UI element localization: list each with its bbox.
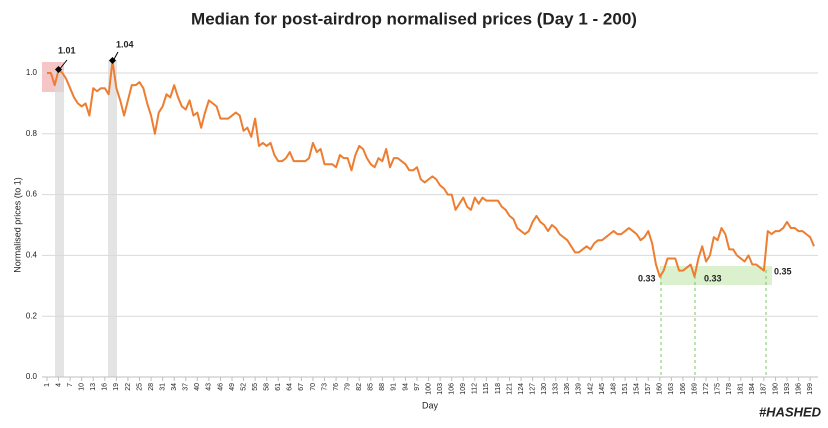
x-tick-label: 43: [206, 383, 213, 391]
x-tick-label: 79: [344, 383, 351, 391]
x-tick-label: 34: [171, 383, 178, 391]
x-tick-label: 130: [541, 383, 548, 395]
x-tick-label: 136: [564, 383, 571, 395]
y-tick-label: 0.4: [26, 251, 38, 260]
annotation: 1.04: [116, 39, 134, 49]
line-series: [47, 59, 815, 278]
x-tick-label: 37: [183, 383, 190, 391]
x-tick-label: 4: [55, 383, 62, 387]
x-tick-label: 64: [287, 383, 294, 391]
x-tick-label: 55: [252, 383, 259, 391]
x-tick-label: 121: [506, 383, 513, 395]
x-tick-label: 40: [194, 383, 201, 391]
x-tick-label: 184: [749, 383, 756, 395]
x-tick-label: 115: [483, 383, 490, 394]
x-tick-label: 85: [368, 383, 375, 391]
x-tick-label: 181: [738, 383, 745, 395]
x-tick-label: 175: [714, 383, 721, 395]
annotation: 0.33: [638, 273, 656, 283]
x-tick-label: 178: [726, 383, 733, 395]
y-tick-label: 1.0: [26, 68, 38, 77]
x-tick-label: 109: [460, 383, 467, 395]
x-tick-label: 106: [449, 383, 456, 395]
y-tick-label: 0.0: [26, 372, 38, 381]
x-tick-label: 127: [529, 383, 536, 395]
x-tick-label: 139: [576, 383, 583, 395]
annotation: 0.35: [774, 266, 792, 276]
x-tick-label: 16: [102, 383, 109, 391]
x-tick-label: 52: [240, 383, 247, 391]
x-tick-label: 151: [622, 383, 629, 395]
y-axis-label: Normalised prices (to 1): [12, 177, 22, 273]
x-tick-label: 46: [217, 383, 224, 391]
x-tick-label: 28: [148, 383, 155, 391]
x-tick-label: 100: [425, 383, 432, 395]
x-tick-label: 187: [761, 383, 768, 395]
x-tick-label: 199: [807, 383, 814, 395]
x-tick-label: 190: [772, 383, 779, 395]
y-tick-label: 0.6: [26, 190, 38, 199]
x-tick-label: 94: [402, 383, 409, 391]
highlight-bar: [55, 70, 64, 377]
x-tick-label: 91: [391, 383, 398, 391]
x-tick-label: 10: [79, 383, 86, 391]
x-tick-label: 142: [587, 383, 594, 395]
annotation: 1.01: [58, 45, 76, 55]
highlights: [42, 60, 772, 377]
x-tick-label: 196: [795, 383, 802, 395]
x-tick-label: 31: [159, 383, 166, 391]
x-tick-label: 58: [264, 383, 271, 391]
x-tick-label: 160: [657, 383, 664, 395]
chart-title: Median for post-airdrop normalised price…: [191, 9, 637, 28]
highlight-box: [660, 266, 772, 285]
annotation: 0.33: [704, 273, 722, 283]
x-tick-label: 145: [599, 383, 606, 395]
x-tick-label: 67: [298, 383, 305, 391]
x-tick-label: 70: [310, 383, 317, 391]
x-tick-label: 76: [333, 383, 340, 391]
x-tick-label: 61: [275, 383, 282, 391]
x-axis-label: Day: [422, 400, 439, 410]
x-tick-label: 7: [67, 383, 74, 387]
x-tick-label: 25: [136, 383, 143, 391]
x-tick-label: 13: [90, 383, 97, 391]
x-tick-label: 148: [610, 383, 617, 395]
plot-area: 0.0 0.2 0.4 0.6 0.8 1.0 1 4 7 10 13 16 19 22 25 28 31 34 3…: [26, 59, 818, 395]
x-tick-label: 166: [680, 383, 687, 395]
x-tick-label: 193: [784, 383, 791, 395]
x-tick-label: 124: [518, 383, 525, 395]
x-tick-label: 1: [44, 383, 51, 387]
x-tick-label: 22: [125, 383, 132, 391]
x-tick-label: 157: [645, 383, 652, 395]
highlight-bar: [108, 60, 117, 377]
watermark: #HASHED: [759, 404, 822, 419]
x-tick-label: 112: [472, 383, 479, 394]
x-tick-label: 49: [229, 383, 236, 391]
x-tick-label: 82: [356, 383, 363, 391]
x-tick-label: 73: [321, 383, 328, 391]
x-tick-label: 103: [437, 383, 444, 395]
x-tick-label: 118: [495, 383, 502, 394]
x-tick-label: 97: [414, 383, 421, 391]
x-tick-label: 169: [691, 383, 698, 395]
x-tick-label: 88: [379, 383, 386, 391]
x-tick-label: 133: [553, 383, 560, 395]
y-tick-label: 0.8: [26, 129, 38, 138]
annotations: 1.01 1.04 0.33 0.33 0.35: [54, 39, 792, 283]
x-tick-label: 172: [703, 383, 710, 395]
x-tick-label: 19: [113, 383, 120, 391]
y-tick-label: 0.2: [26, 311, 38, 320]
x-tick-label: 163: [668, 383, 675, 395]
x-tick-label: 154: [634, 383, 641, 395]
